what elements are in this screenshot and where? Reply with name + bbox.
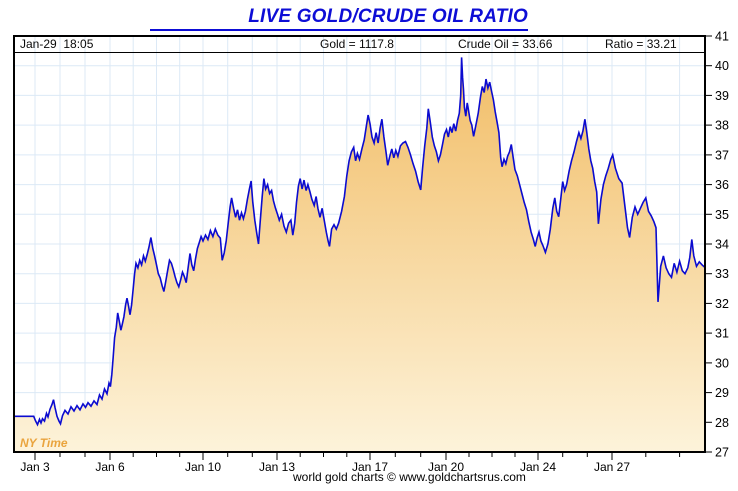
plot-border (13, 35, 706, 453)
header-strip: Jan-29 18:05 Gold = 1117.8 Crude Oil = 3… (14, 37, 705, 53)
y-tick-label: 30 (715, 356, 729, 370)
x-tick-label: Jan 27 (594, 460, 630, 474)
y-tick-label: 33 (715, 267, 729, 281)
x-tick-label: Jan 20 (428, 460, 464, 474)
x-tick-label: Jan 6 (95, 460, 125, 474)
y-tick-label: 38 (715, 119, 729, 133)
y-tick-label: 28 (715, 416, 729, 430)
x-axis-labels: Jan 3 Jan 6 Jan 10 Jan 13 Jan 17 Jan 20 Jan 24… (20, 460, 630, 474)
ratio-line (14, 57, 706, 427)
header-timestamp: Jan-29 18:05 (20, 37, 94, 51)
header-gold-value: Gold = 1117.8 (320, 37, 394, 51)
x-tick-label: Jan 3 (20, 460, 50, 474)
y-tick-label: 39 (715, 89, 729, 103)
ratio-area (14, 57, 705, 453)
y-tick-label: 37 (715, 148, 729, 162)
y-tick-label: 36 (715, 178, 729, 192)
chart-title-underline: LIVE GOLD/CRUDE OIL RATIO (150, 6, 528, 31)
y-tick-label: 34 (715, 238, 729, 252)
header-ratio-value: Ratio = 33.21 (605, 37, 677, 51)
page-title: LIVE GOLD/CRUDE OIL RATIO (248, 6, 528, 27)
y-tick-label: 31 (715, 327, 729, 341)
y-tick-label: 32 (715, 297, 729, 311)
y-tick-label: 40 (715, 59, 729, 73)
y-tick-label: 29 (715, 386, 729, 400)
y-tick-label: 27 (715, 446, 729, 460)
x-tick-label: Jan 13 (259, 460, 295, 474)
y-tick-label: 35 (715, 208, 729, 222)
x-tick-label: Jan 24 (520, 460, 556, 474)
footer-credit: world gold charts © www.goldchartsrus.co… (293, 470, 526, 484)
x-tick-label: Jan 10 (185, 460, 221, 474)
y-axis-labels: 27 28 29 30 31 32 33 34 35 36 37 38 39 40 41 (715, 30, 729, 460)
x-tick-label: Jan 17 (352, 460, 388, 474)
y-tick-label: 41 (715, 30, 729, 44)
axis-ticks (34, 35, 712, 460)
ny-time-label: NY Time (20, 436, 68, 450)
header-crude-value: Crude Oil = 33.66 (458, 37, 553, 51)
